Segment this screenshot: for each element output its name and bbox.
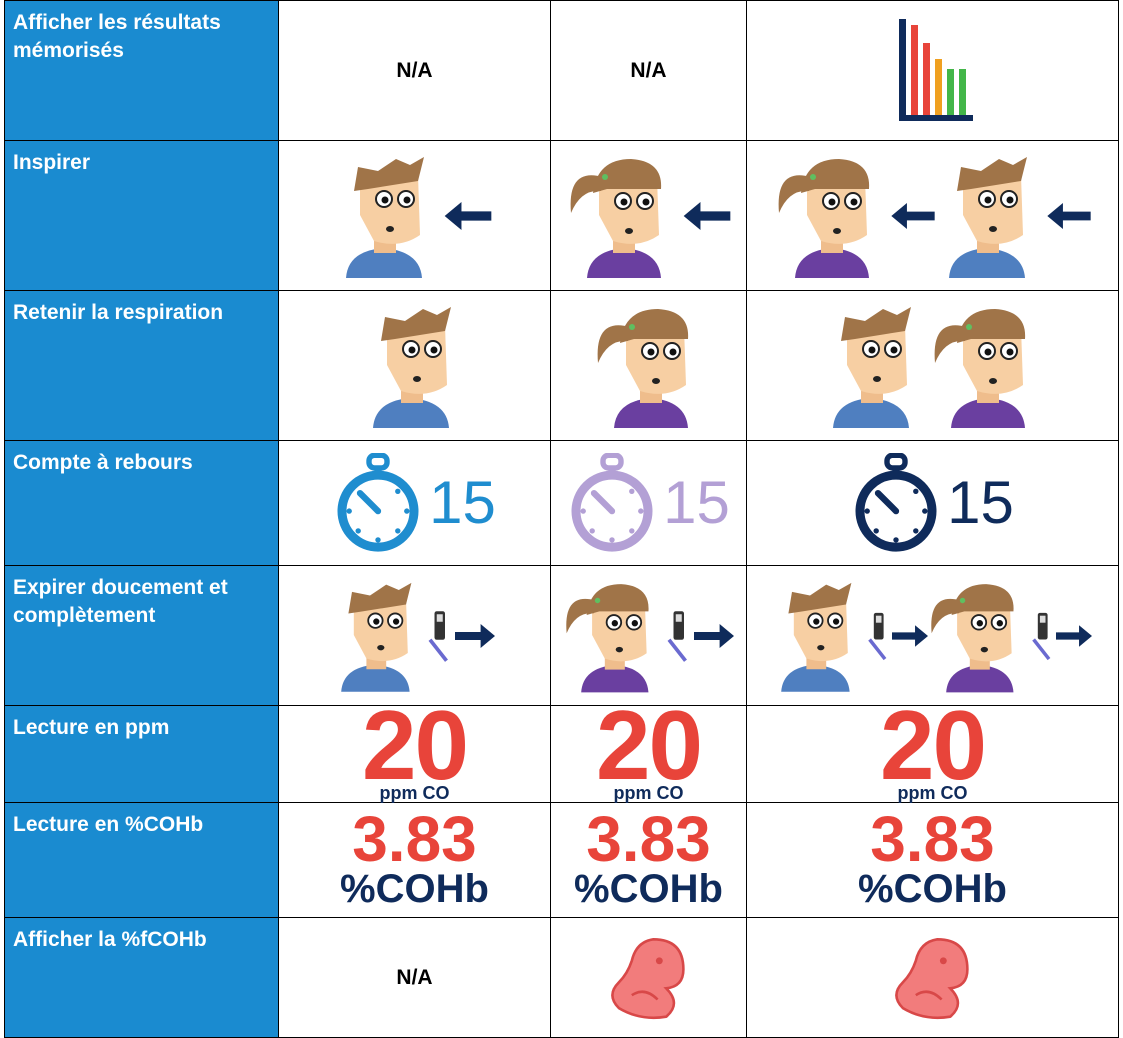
stopwatch-icon: [567, 453, 657, 553]
woman-icon: [931, 303, 1041, 428]
man-icon: [334, 578, 424, 693]
row-label: Lecture en %COHb: [4, 802, 279, 918]
cell-text: 15: [429, 469, 496, 536]
row-label: Afficher la %fCOHb: [4, 917, 279, 1038]
unit: %COHb: [340, 867, 489, 911]
arrow-icon: [454, 624, 496, 648]
arrow-icon: [444, 202, 492, 230]
row: Compte à rebours 15 15 15: [4, 440, 1119, 566]
chart-icon: [898, 18, 973, 121]
man-icon: [365, 303, 465, 428]
unit: ppm CO: [897, 783, 968, 803]
inhaler-icon: [1028, 608, 1056, 664]
row: Expirer doucement et complètement: [4, 565, 1119, 706]
woman-icon: [775, 153, 885, 278]
cell-text: 15: [663, 469, 730, 536]
woman-icon: [594, 303, 704, 428]
cell-text: N/A: [396, 965, 433, 989]
man-icon: [941, 153, 1041, 278]
fetus-icon: [606, 935, 692, 1021]
man-icon: [825, 303, 925, 428]
man-icon: [774, 578, 864, 693]
table: Afficher les résultats mémorisés N/A N/A…: [4, 0, 1119, 1038]
reading: 3.83: [586, 803, 711, 875]
arrow-icon: [693, 624, 735, 648]
row-label: Afficher les résultats mémorisés: [4, 0, 279, 141]
unit: %COHb: [574, 867, 723, 911]
row: Afficher la %fCOHb N/A: [4, 917, 1119, 1038]
row-label: Retenir la respiration: [4, 290, 279, 441]
arrow-icon: [892, 625, 928, 647]
arrow-icon: [1047, 203, 1091, 229]
reading: 20: [361, 690, 469, 800]
reading: 20: [595, 690, 703, 800]
reading: 3.83: [352, 803, 477, 875]
stopwatch-icon: [333, 453, 423, 553]
row-label: Inspirer: [4, 140, 279, 291]
unit: %COHb: [858, 867, 1007, 911]
inhaler-icon: [663, 606, 693, 666]
woman-icon: [563, 578, 663, 693]
unit: ppm CO: [613, 783, 684, 803]
stopwatch-icon: [851, 453, 941, 553]
reading: 3.83: [870, 803, 995, 875]
arrow-icon: [891, 203, 935, 229]
row-label: Compte à rebours: [4, 440, 279, 566]
row: Afficher les résultats mémorisés N/A N/A: [4, 0, 1119, 141]
row: Inspirer: [4, 140, 1119, 291]
row-label: Expirer doucement et complètement: [4, 565, 279, 706]
cell-text: N/A: [396, 58, 433, 82]
row: Lecture en ppm 20 ppm CO 20 ppm CO 20 ppm C…: [4, 690, 1119, 803]
cell-text: N/A: [630, 58, 667, 82]
woman-icon: [928, 578, 1028, 693]
row-label: Lecture en ppm: [4, 705, 279, 803]
unit: ppm CO: [379, 783, 450, 803]
arrow-icon: [1056, 625, 1092, 647]
row: Retenir la respiration: [4, 290, 1119, 441]
woman-icon: [567, 153, 677, 278]
reading: 20: [879, 690, 987, 800]
cell-text: 15: [947, 469, 1014, 536]
inhaler-icon: [424, 606, 454, 666]
fetus-icon: [890, 935, 976, 1021]
arrow-icon: [683, 202, 731, 230]
man-icon: [338, 153, 438, 278]
row: Lecture en %COHb 3.83 %COHb 3.83 %COHb 3.8…: [4, 802, 1119, 918]
inhaler-icon: [864, 608, 892, 664]
